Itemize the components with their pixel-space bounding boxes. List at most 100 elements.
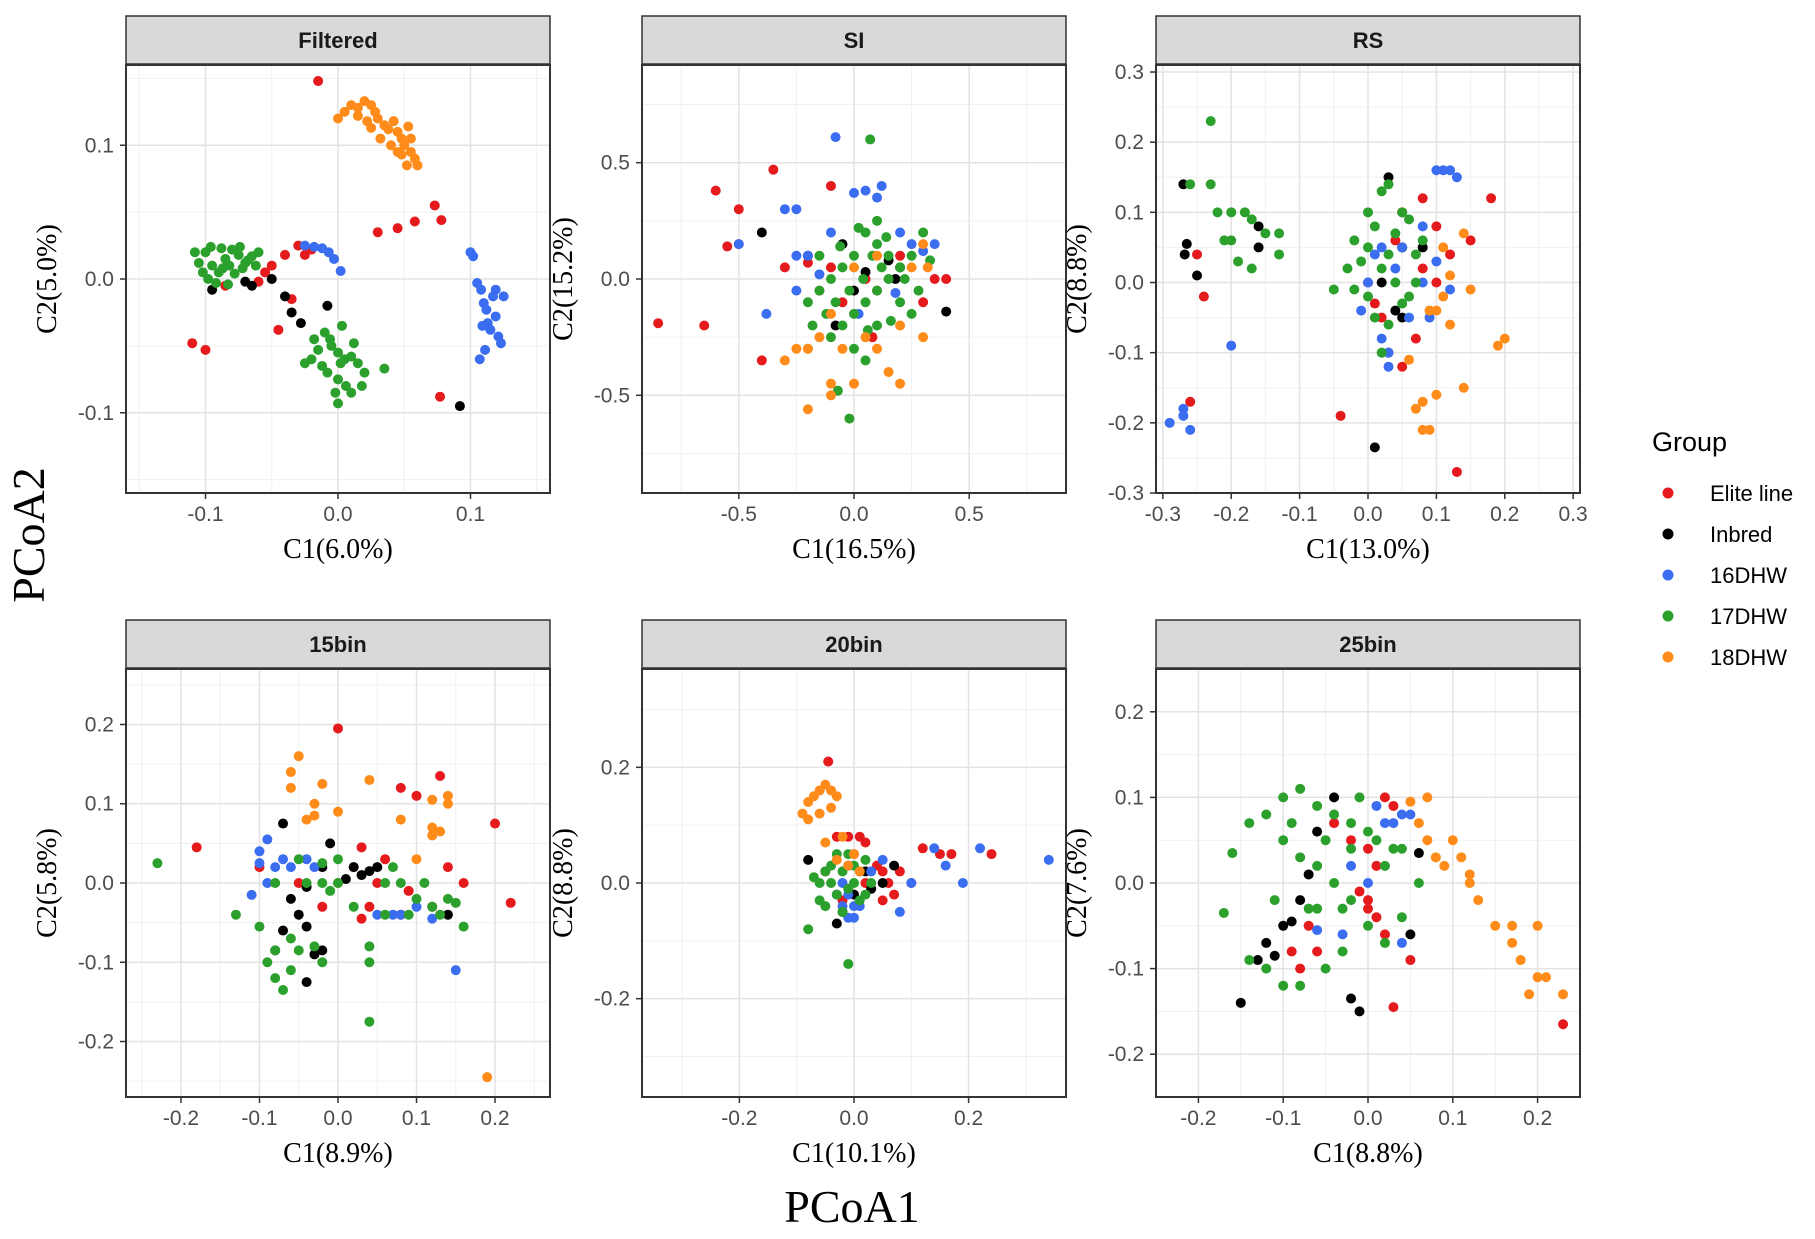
data-point xyxy=(401,160,412,171)
data-point xyxy=(1410,277,1421,288)
data-point xyxy=(791,343,802,354)
data-point xyxy=(372,878,383,888)
y-tick-label: 0.0 xyxy=(85,872,114,895)
y-tick-label: 0.2 xyxy=(85,713,114,736)
data-point xyxy=(152,858,163,869)
data-point xyxy=(380,878,391,888)
facet-strip xyxy=(641,15,1067,65)
data-point xyxy=(1464,869,1475,880)
data-point xyxy=(835,241,846,252)
y-axis-title: C2(8.8%) xyxy=(1062,224,1093,334)
data-point xyxy=(333,347,343,358)
data-point xyxy=(1354,792,1365,803)
legend-entry-elite-line: Elite line xyxy=(1662,481,1793,506)
data-point xyxy=(872,320,883,331)
data-point xyxy=(1404,291,1415,302)
data-point xyxy=(1363,291,1373,302)
data-point xyxy=(1383,172,1394,183)
series-18dhw xyxy=(779,239,933,415)
data-point xyxy=(435,909,446,920)
data-point xyxy=(1445,270,1456,281)
data-point xyxy=(1253,242,1264,253)
data-point xyxy=(808,872,819,883)
data-point xyxy=(917,843,928,854)
data-point xyxy=(1397,242,1408,253)
data-point xyxy=(1388,818,1399,829)
data-point xyxy=(356,913,367,924)
data-point xyxy=(409,216,420,227)
data-point xyxy=(791,204,802,215)
data-point xyxy=(458,878,469,888)
data-point xyxy=(803,814,814,825)
data-point xyxy=(229,268,240,279)
data-point xyxy=(946,849,957,860)
data-point xyxy=(1507,937,1518,948)
data-point xyxy=(364,774,375,785)
x-tick-label: -0.1 xyxy=(1265,1107,1301,1130)
data-point xyxy=(1417,242,1428,253)
data-point xyxy=(1376,263,1387,274)
y-tick-label: -0.1 xyxy=(1108,958,1144,981)
data-point xyxy=(1430,852,1441,863)
data-point xyxy=(223,279,234,290)
data-point xyxy=(1295,852,1306,863)
data-point xyxy=(364,1016,375,1027)
data-point xyxy=(230,909,241,920)
data-point xyxy=(779,355,790,366)
data-point xyxy=(295,318,306,329)
data-point xyxy=(830,297,841,308)
data-point xyxy=(1376,277,1387,288)
x-tick-label: -0.2 xyxy=(1213,503,1249,526)
data-point xyxy=(333,854,343,865)
data-point xyxy=(814,250,825,261)
legend-swatch xyxy=(1662,487,1674,499)
data-point xyxy=(386,140,396,151)
data-point xyxy=(352,358,363,369)
series-18dhw xyxy=(285,751,493,1083)
data-point xyxy=(329,253,340,264)
data-point xyxy=(254,846,265,857)
data-point xyxy=(364,866,375,877)
data-point xyxy=(1417,193,1428,204)
x-tick-label: 0.2 xyxy=(480,1107,509,1130)
data-point xyxy=(1363,207,1373,218)
data-point xyxy=(837,297,848,308)
series-18dhw xyxy=(333,96,423,171)
data-point xyxy=(411,901,422,912)
data-point xyxy=(427,913,438,924)
data-point xyxy=(1369,312,1380,323)
data-point xyxy=(756,227,767,238)
x-axis-title: C1(10.1%) xyxy=(792,1138,916,1169)
data-point xyxy=(831,889,842,900)
data-point xyxy=(262,834,273,845)
data-point xyxy=(1410,403,1421,414)
y-tick-label: 0.3 xyxy=(1115,61,1144,84)
data-point xyxy=(826,878,837,888)
data-point xyxy=(399,140,410,151)
facet-title: 20bin xyxy=(825,632,882,657)
panel-rs: RS -0.3 -0.2 -0.1 0.0 0.1 0.2 0.3 -0.3 -0.2 -0.1 0.… xyxy=(1062,15,1588,565)
data-point xyxy=(1445,165,1456,176)
x-tick-label: 0.1 xyxy=(1438,1107,1467,1130)
data-point xyxy=(1178,410,1189,421)
data-point xyxy=(262,957,273,968)
data-point xyxy=(849,187,859,198)
data-point xyxy=(498,291,509,302)
data-point xyxy=(1295,963,1306,974)
data-point xyxy=(1346,895,1357,906)
data-point xyxy=(1445,249,1456,260)
data-point xyxy=(854,866,865,877)
data-point xyxy=(1363,878,1373,888)
data-point xyxy=(1376,312,1387,323)
legend-swatch xyxy=(1662,610,1674,622)
data-point xyxy=(348,862,359,873)
data-point xyxy=(285,965,296,976)
data-point xyxy=(309,810,320,821)
facet-title: 25bin xyxy=(1339,632,1396,657)
data-point xyxy=(1422,835,1433,846)
data-point xyxy=(1396,809,1407,820)
data-point xyxy=(1413,818,1424,829)
data-point xyxy=(293,909,304,920)
data-point xyxy=(1390,277,1401,288)
data-point xyxy=(825,332,836,343)
